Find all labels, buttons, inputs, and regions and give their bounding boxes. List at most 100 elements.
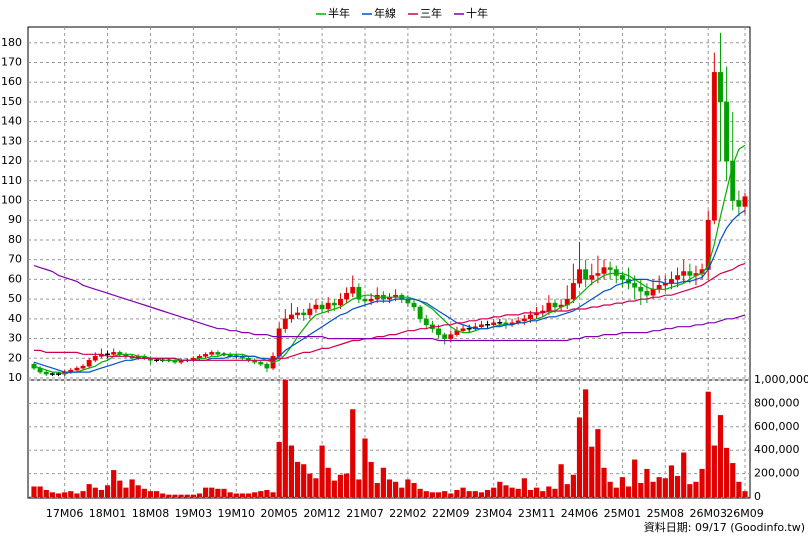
volume-bar: [74, 493, 80, 497]
candle-body: [209, 352, 215, 355]
candle-body: [577, 269, 582, 284]
x-tick-label: 26M03: [689, 507, 727, 520]
candle-body: [724, 101, 730, 162]
volume-bar: [55, 493, 62, 497]
candle-body: [730, 160, 736, 201]
volume-bar: [662, 478, 668, 497]
candle-body: [80, 365, 86, 369]
volume-bar: [583, 389, 589, 497]
candle-body: [411, 302, 417, 308]
volume-bar: [153, 491, 160, 497]
candle-body: [460, 328, 466, 331]
candle-body: [442, 334, 448, 339]
x-tick-label: 25M08: [647, 507, 685, 520]
volume-bar: [386, 479, 393, 497]
volume-bar: [736, 481, 742, 497]
x-tick-label: 23M11: [518, 507, 556, 520]
volume-bar: [730, 463, 736, 497]
volume-bar: [442, 491, 448, 497]
volume-bar: [540, 491, 546, 497]
volume-bar: [227, 492, 233, 497]
volume-bar: [239, 493, 245, 497]
volume-bar: [484, 489, 491, 497]
candle-body: [466, 327, 472, 330]
candle-body: [86, 360, 92, 367]
candle-body: [589, 275, 595, 280]
candle-body: [154, 359, 160, 362]
candle-body: [417, 306, 423, 320]
volume-bar: [147, 491, 154, 497]
volume-bar: [343, 473, 350, 497]
candle-body: [687, 271, 693, 276]
volume-bar: [276, 442, 282, 497]
candle-body: [356, 287, 362, 300]
x-tick-label: 26M09: [726, 507, 764, 520]
volume-bar: [478, 492, 485, 497]
volume-bar: [350, 409, 356, 497]
candle-body: [718, 72, 723, 103]
volume-bar: [534, 487, 540, 497]
candle-body: [423, 318, 429, 326]
volume-bar: [374, 482, 380, 497]
volume-bar: [454, 489, 460, 497]
volume-bar: [282, 380, 288, 497]
volume-bar: [172, 494, 178, 497]
volume-bar: [460, 487, 466, 497]
volume-bar: [595, 429, 601, 497]
volume-bar: [681, 452, 687, 497]
candle-body: [405, 298, 411, 304]
volume-bar: [687, 484, 693, 497]
candle-body: [31, 363, 37, 369]
candle-body: [436, 328, 441, 335]
candle-body: [570, 283, 576, 300]
volume-bar: [435, 492, 442, 497]
volume-bar: [86, 484, 92, 497]
volume-bar: [368, 461, 374, 497]
volume-bar: [711, 445, 717, 497]
x-tick-label: 20M05: [260, 507, 298, 520]
volume-bar: [491, 487, 497, 497]
volume-bar: [209, 487, 215, 497]
x-tick-label: 18M01: [89, 507, 127, 520]
x-tick-label: 20M12: [303, 507, 341, 520]
volume-bar: [503, 485, 509, 497]
volume-bar: [699, 468, 705, 497]
candle-body: [595, 273, 601, 276]
x-tick-label: 25M01: [604, 507, 642, 520]
volume-bar: [190, 494, 196, 497]
volume-bar: [601, 467, 607, 497]
volume-bar: [141, 488, 147, 497]
x-tick-label: 19M03: [175, 507, 213, 520]
volume-bar: [717, 415, 724, 497]
volume-bar: [80, 491, 86, 497]
y-tick-label: 100: [1, 194, 22, 207]
candle-body: [43, 371, 49, 375]
volume-bar: [117, 480, 123, 497]
ma-line: [33, 265, 746, 342]
volume-bar: [674, 475, 681, 497]
y-tick-label: 50: [8, 292, 22, 305]
ma-line: [34, 263, 746, 361]
y-tick-label: 170: [1, 55, 22, 68]
candle-body: [313, 304, 319, 310]
volume-bar: [294, 461, 301, 497]
volume-bar: [632, 459, 638, 497]
volume-bar: [43, 489, 49, 497]
y-tick-label: 20: [8, 351, 22, 364]
legend-label: 半年: [328, 6, 350, 20]
volume-bar: [184, 494, 190, 497]
candle-body: [111, 352, 117, 355]
candle-body: [325, 302, 331, 310]
candle-body: [478, 324, 484, 327]
volume-bar: [68, 491, 74, 497]
y-tick-label: 130: [1, 134, 22, 147]
candle-body: [644, 290, 650, 296]
volume-bar: [619, 477, 626, 497]
candle-body: [601, 267, 607, 274]
candle-body: [583, 269, 589, 280]
y-tick-label: 70: [8, 253, 22, 266]
volume-bar: [668, 465, 675, 497]
volume-bar: [270, 492, 276, 497]
x-tick-label: 18M08: [132, 507, 170, 520]
